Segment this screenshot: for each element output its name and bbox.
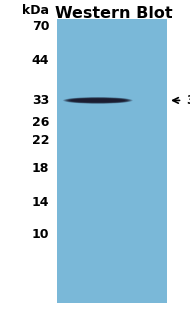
Text: Western Blot: Western Blot [55,6,173,21]
Ellipse shape [68,98,128,103]
Ellipse shape [67,98,128,103]
Text: 22: 22 [32,134,49,147]
Text: kDa: kDa [22,4,49,17]
Ellipse shape [66,98,130,103]
Text: 18: 18 [32,162,49,175]
Ellipse shape [64,97,132,104]
Ellipse shape [65,98,131,103]
Ellipse shape [70,99,125,102]
Ellipse shape [66,98,130,103]
Text: 33: 33 [32,94,49,107]
Text: 14: 14 [32,196,49,209]
Text: 44: 44 [32,54,49,67]
Ellipse shape [68,98,127,103]
Ellipse shape [66,98,130,103]
Ellipse shape [64,97,132,104]
Ellipse shape [63,97,133,104]
Ellipse shape [66,98,129,103]
Text: 70: 70 [32,20,49,33]
Ellipse shape [64,97,131,104]
Ellipse shape [67,98,129,103]
Ellipse shape [69,98,127,103]
Ellipse shape [65,97,131,104]
Text: 10: 10 [32,228,49,241]
Text: 33kDa: 33kDa [186,94,190,107]
Ellipse shape [68,98,128,103]
Ellipse shape [69,98,127,103]
Ellipse shape [63,97,132,104]
Bar [57,19,167,303]
Ellipse shape [63,97,133,104]
Ellipse shape [69,98,126,103]
Text: 26: 26 [32,116,49,129]
